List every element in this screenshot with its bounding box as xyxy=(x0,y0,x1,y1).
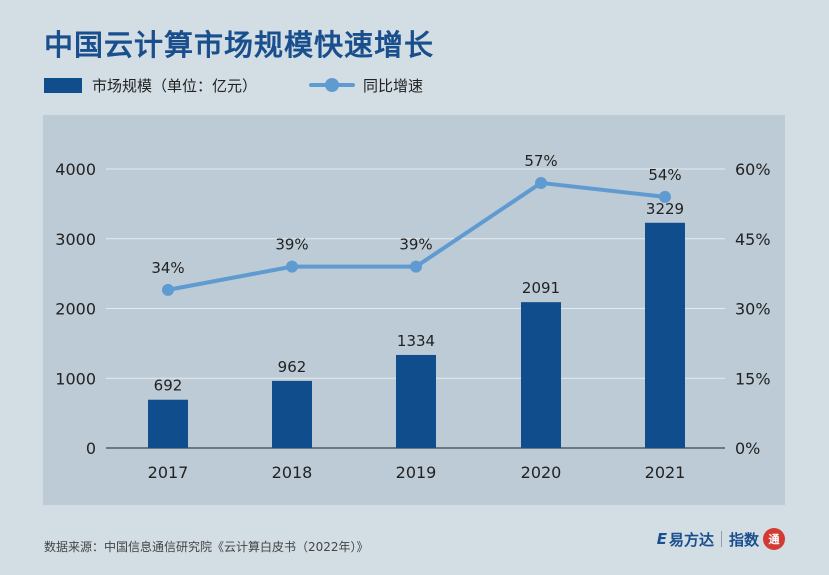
bar-value-label: 692 xyxy=(154,377,183,395)
bar xyxy=(272,380,312,448)
bar-value-label: 1334 xyxy=(397,332,435,350)
bar xyxy=(645,222,685,448)
source-note: 数据来源：中国信息通信研究院《云计算白皮书（2022年）》 xyxy=(44,540,369,554)
bar xyxy=(521,302,561,448)
growth-point xyxy=(659,190,671,203)
y-right-tick-label: 15% xyxy=(735,369,771,388)
x-tick-label: 2018 xyxy=(272,463,313,482)
brand-seal-icon: 通 xyxy=(763,528,785,550)
y-left-tick-label: 4000 xyxy=(55,160,96,179)
growth-point xyxy=(410,260,422,273)
brand-logo: E 易方达 指数 通 xyxy=(657,526,785,552)
x-tick-label: 2019 xyxy=(396,463,437,482)
legend-line-swatch xyxy=(309,77,356,93)
growth-value-label: 34% xyxy=(151,259,184,277)
growth-value-label: 57% xyxy=(524,152,557,170)
y-left-tick-label: 2000 xyxy=(55,300,96,319)
bar xyxy=(148,399,188,448)
growth-point xyxy=(162,283,174,296)
y-right-tick-label: 30% xyxy=(735,300,771,319)
y-right-tick-label: 0% xyxy=(735,439,760,458)
bar-value-label: 3229 xyxy=(646,200,684,218)
bar-value-label: 962 xyxy=(278,358,307,376)
growth-point xyxy=(535,176,547,189)
brand-name: 易方达 xyxy=(668,530,714,549)
legend-bar-swatch xyxy=(44,77,82,93)
bar xyxy=(396,354,436,448)
x-tick-label: 2021 xyxy=(645,463,686,482)
legend-bar-label: 市场规模（单位：亿元） xyxy=(92,76,258,95)
growth-value-label: 39% xyxy=(399,236,432,254)
x-tick-label: 2017 xyxy=(148,463,189,482)
growth-value-label: 39% xyxy=(275,236,308,254)
growth-value-label: 54% xyxy=(648,166,681,184)
brand-divider xyxy=(720,531,722,547)
legend: 市场规模（单位：亿元） 同比增速 xyxy=(44,72,423,98)
growth-point xyxy=(286,260,298,273)
y-left-tick-label: 3000 xyxy=(55,230,96,249)
brand-product: 指数 xyxy=(728,530,759,549)
chart-title: 中国云计算市场规模快速增长 xyxy=(44,28,435,62)
legend-line-label: 同比增速 xyxy=(363,76,424,95)
y-right-tick-label: 60% xyxy=(735,160,771,179)
x-tick-label: 2020 xyxy=(521,463,562,482)
brand-mark: E xyxy=(656,530,667,548)
y-left-tick-label: 0 xyxy=(86,439,96,458)
bar-value-label: 2091 xyxy=(522,279,560,297)
y-left-tick-label: 1000 xyxy=(55,369,96,388)
y-right-tick-label: 45% xyxy=(735,230,771,249)
